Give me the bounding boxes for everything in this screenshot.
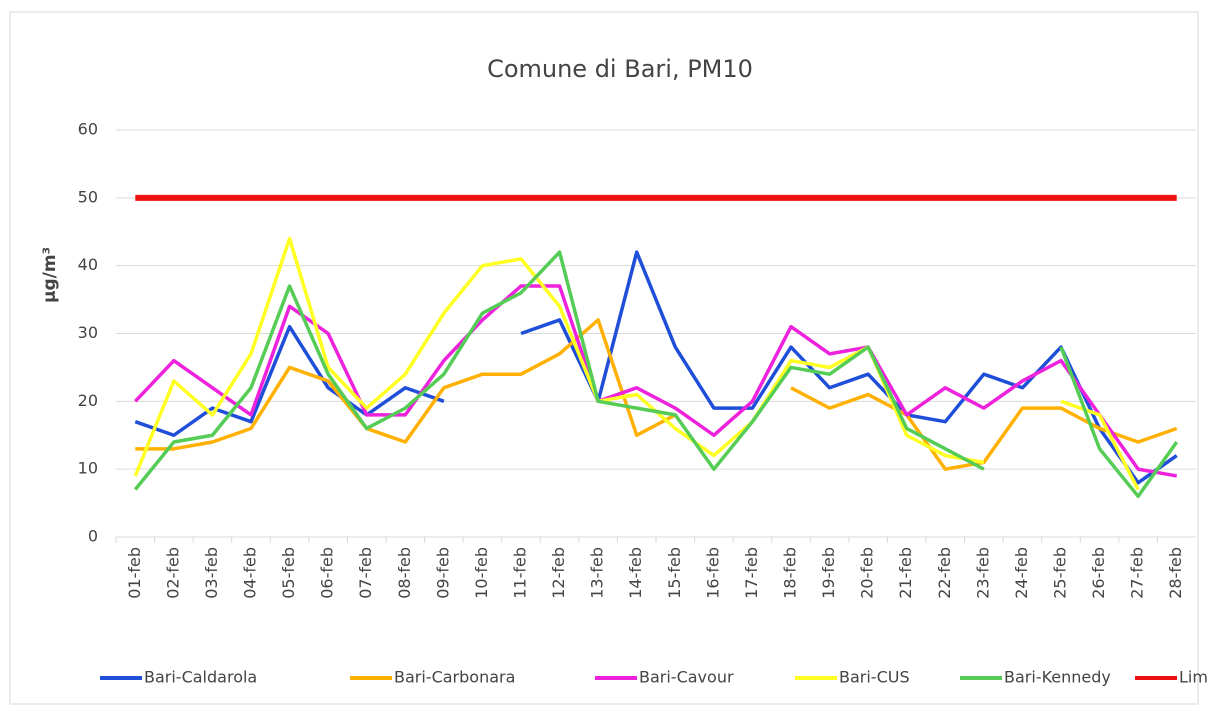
x-tick-label: 23-feb bbox=[973, 547, 992, 599]
x-tick-label: 16-feb bbox=[703, 547, 722, 599]
legend-label: Bari-Caldarola bbox=[144, 668, 257, 687]
legend-label: Bari-CUS bbox=[839, 668, 910, 687]
x-tick-label: 14-feb bbox=[626, 547, 645, 599]
y-tick-label: 40 bbox=[78, 255, 98, 274]
series-line bbox=[134, 284, 1178, 478]
chart-frame bbox=[9, 11, 1199, 705]
legend-label: Bari-Carbonara bbox=[394, 668, 515, 687]
x-tick-label: 13-feb bbox=[588, 547, 607, 599]
y-tick-label: 0 bbox=[88, 527, 98, 546]
x-tick-label: 26-feb bbox=[1089, 547, 1108, 599]
x-tick-label: 18-feb bbox=[781, 547, 800, 599]
x-tick-label: 08-feb bbox=[395, 547, 414, 599]
y-tick-label: 20 bbox=[78, 391, 98, 410]
x-tick-label: 15-feb bbox=[665, 547, 684, 599]
x-tick-label: 07-feb bbox=[356, 547, 375, 599]
x-tick-label: 11-feb bbox=[511, 547, 530, 599]
x-tick-label: 24-feb bbox=[1012, 547, 1031, 599]
y-tick-label: 10 bbox=[78, 459, 98, 478]
x-tick-label: 05-feb bbox=[279, 547, 298, 599]
series-line bbox=[133, 250, 1179, 499]
y-tick-label: 60 bbox=[78, 120, 98, 139]
legend-label: Limite bbox=[1179, 668, 1209, 687]
x-tick-label: 19-feb bbox=[819, 547, 838, 599]
x-tick-label: 04-feb bbox=[241, 547, 260, 599]
x-tick-label: 17-feb bbox=[742, 547, 761, 599]
y-tick-label: 50 bbox=[78, 187, 98, 206]
x-tick-label: 01-feb bbox=[125, 547, 144, 599]
x-tick-label: 06-feb bbox=[318, 547, 337, 599]
x-tick-label: 03-feb bbox=[202, 547, 221, 599]
x-tick-label: 02-feb bbox=[163, 547, 182, 599]
legend-label: Bari-Cavour bbox=[639, 668, 734, 687]
x-tick-label: 25-feb bbox=[1051, 547, 1070, 599]
y-axis-label: µg/m³ bbox=[40, 247, 60, 303]
x-tick-label: 28-feb bbox=[1166, 547, 1185, 599]
chart-title: Comune di Bari, PM10 bbox=[487, 55, 753, 83]
x-tick-label: 27-feb bbox=[1128, 547, 1147, 599]
x-tick-label: 09-feb bbox=[433, 547, 452, 599]
y-tick-label: 30 bbox=[78, 323, 98, 342]
x-tick-label: 20-feb bbox=[858, 547, 877, 599]
x-tick-label: 10-feb bbox=[472, 547, 491, 599]
series-line bbox=[133, 236, 1140, 491]
x-tick-label: 12-feb bbox=[549, 547, 568, 599]
x-tick-label: 22-feb bbox=[935, 547, 954, 599]
legend-label: Bari-Kennedy bbox=[1004, 668, 1111, 687]
x-tick-label: 21-feb bbox=[896, 547, 915, 599]
